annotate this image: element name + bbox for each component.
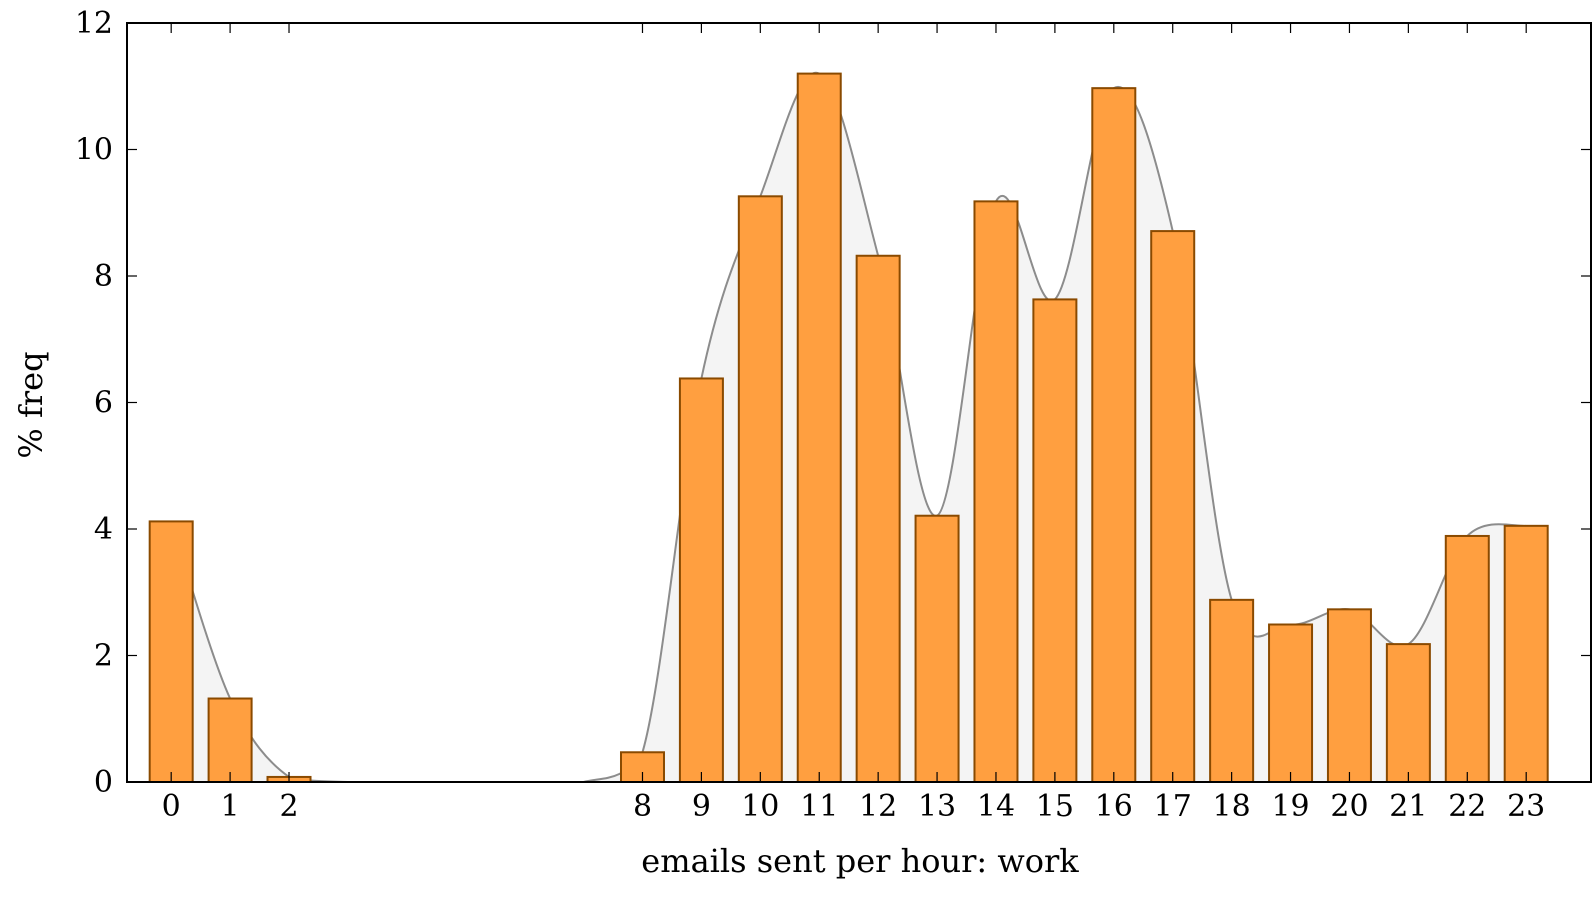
bar-21 <box>1385 643 1431 783</box>
bar-19 <box>1268 623 1314 783</box>
x-tick-label-9: 9 <box>692 789 711 824</box>
bar-0 <box>148 520 194 783</box>
x-tick-label-18: 18 <box>1213 789 1251 824</box>
x-tick-label-19: 19 <box>1271 789 1309 824</box>
bar-18 <box>1209 598 1255 784</box>
y-tick-label-12: 12 <box>75 6 113 41</box>
y-tick-label-4: 4 <box>94 512 113 547</box>
y-tick-label-0: 0 <box>94 765 113 800</box>
y-tick-label-2: 2 <box>94 639 113 674</box>
bars-layer <box>148 72 1549 784</box>
y-tick-label-6: 6 <box>94 386 113 421</box>
y-tick-label-8: 8 <box>94 259 113 294</box>
x-tick-label-22: 22 <box>1448 789 1486 824</box>
smoothed-curve-layer <box>170 71 1527 783</box>
x-tick-label-21: 21 <box>1389 789 1427 824</box>
bar-10 <box>737 195 783 783</box>
x-tick-label-13: 13 <box>918 789 956 824</box>
bar-15 <box>1032 298 1078 783</box>
bar-17 <box>1150 230 1196 783</box>
curve-area <box>171 72 1527 783</box>
x-tick-label-8: 8 <box>633 789 652 824</box>
bar-1 <box>207 697 253 784</box>
x-tick-label-0: 0 <box>162 789 181 824</box>
bar-22 <box>1444 534 1490 784</box>
x-tick-label-11: 11 <box>800 789 838 824</box>
bar-9 <box>678 377 724 783</box>
x-tick-label-15: 15 <box>1036 789 1074 824</box>
x-tick-label-23: 23 <box>1507 789 1545 824</box>
x-tick-label-2: 2 <box>279 789 298 824</box>
bar-13 <box>914 514 960 784</box>
x-tick-label-16: 16 <box>1095 789 1133 824</box>
bar-14 <box>973 200 1019 784</box>
x-tick-label-1: 1 <box>221 789 240 824</box>
x-tick-label-10: 10 <box>741 789 779 824</box>
x-tick-label-20: 20 <box>1330 789 1368 824</box>
y-axis-label: % freq <box>12 351 50 458</box>
bar-12 <box>855 254 901 783</box>
x-tick-label-14: 14 <box>977 789 1015 824</box>
bar-11 <box>796 72 842 784</box>
bar-23 <box>1503 524 1549 784</box>
x-axis-label: emails sent per hour: work <box>641 842 1079 880</box>
bar-16 <box>1091 87 1137 783</box>
x-tick-label-17: 17 <box>1154 789 1192 824</box>
x-tick-label-12: 12 <box>859 789 897 824</box>
bar-20 <box>1326 608 1372 784</box>
y-tick-label-10: 10 <box>75 133 113 168</box>
